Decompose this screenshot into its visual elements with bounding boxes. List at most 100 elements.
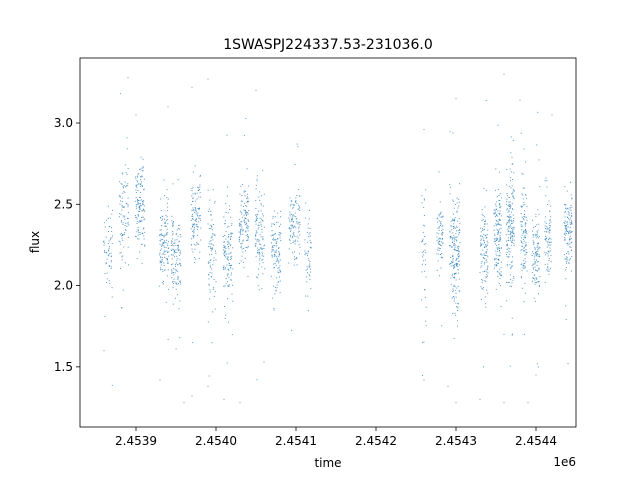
data-point xyxy=(177,276,179,278)
data-point xyxy=(138,207,140,209)
data-point xyxy=(436,239,438,241)
data-point xyxy=(437,221,439,223)
data-point xyxy=(137,227,139,229)
data-point xyxy=(458,246,460,248)
data-point xyxy=(507,211,509,213)
data-point xyxy=(270,275,272,277)
data-point xyxy=(140,183,142,185)
data-point xyxy=(521,245,523,247)
data-point xyxy=(141,216,143,218)
data-point xyxy=(261,247,263,249)
data-point xyxy=(240,185,242,187)
data-point xyxy=(479,398,481,400)
data-point xyxy=(522,250,524,252)
data-point xyxy=(191,188,193,190)
data-point xyxy=(423,215,425,217)
data-point xyxy=(499,210,501,212)
data-point xyxy=(277,221,279,223)
data-point xyxy=(520,205,522,207)
data-point xyxy=(229,265,231,267)
data-point xyxy=(523,259,525,261)
data-point xyxy=(534,274,536,276)
data-point xyxy=(243,248,245,249)
data-point xyxy=(244,217,246,219)
data-point xyxy=(564,238,566,240)
data-point xyxy=(106,252,108,254)
data-point xyxy=(498,213,500,215)
data-point xyxy=(568,218,570,220)
data-point xyxy=(506,265,508,267)
data-point xyxy=(455,272,457,274)
data-point xyxy=(486,261,488,263)
data-point xyxy=(290,203,292,205)
data-point xyxy=(487,266,489,268)
data-point xyxy=(513,217,515,219)
data-point xyxy=(177,245,179,246)
data-point xyxy=(208,284,210,286)
data-point xyxy=(225,212,227,214)
data-point xyxy=(263,361,265,363)
data-point xyxy=(295,201,297,203)
data-point xyxy=(459,290,461,292)
data-point xyxy=(453,267,455,269)
data-point xyxy=(423,129,425,131)
data-point xyxy=(455,290,457,291)
data-point xyxy=(506,248,508,250)
data-point xyxy=(532,230,533,232)
data-point xyxy=(483,246,485,248)
data-point xyxy=(195,209,197,211)
data-point xyxy=(240,247,242,249)
data-point xyxy=(191,190,193,192)
data-point xyxy=(224,317,226,319)
data-point xyxy=(293,204,295,206)
data-point xyxy=(512,230,514,232)
data-point xyxy=(172,272,174,274)
data-point xyxy=(214,235,216,237)
data-point xyxy=(424,270,426,272)
data-point xyxy=(290,243,292,245)
data-point xyxy=(166,202,168,204)
data-point xyxy=(167,269,169,271)
data-point xyxy=(127,197,129,199)
data-point xyxy=(456,258,458,260)
data-point xyxy=(178,240,180,242)
data-point xyxy=(509,219,511,221)
data-point xyxy=(498,231,500,233)
data-point xyxy=(209,241,211,243)
data-point xyxy=(177,246,179,248)
data-point xyxy=(207,223,209,225)
data-point xyxy=(458,205,460,207)
data-point xyxy=(137,213,139,215)
data-point xyxy=(226,241,228,243)
data-point xyxy=(240,231,242,233)
data-point xyxy=(143,219,145,221)
data-point xyxy=(449,256,451,258)
data-point xyxy=(510,222,512,224)
data-point xyxy=(140,156,142,158)
data-point xyxy=(211,235,213,237)
data-point xyxy=(277,212,279,214)
data-point xyxy=(421,375,423,377)
data-point xyxy=(295,201,297,203)
data-point xyxy=(159,262,161,264)
data-point xyxy=(449,245,451,247)
data-point xyxy=(174,297,176,299)
data-point xyxy=(175,233,177,235)
data-point xyxy=(534,282,536,283)
data-point xyxy=(497,270,499,272)
data-point xyxy=(256,220,258,222)
data-point xyxy=(244,211,246,213)
data-point xyxy=(439,248,441,250)
data-point xyxy=(569,243,571,245)
data-point xyxy=(223,252,225,254)
data-point xyxy=(194,206,196,208)
data-point xyxy=(242,251,244,253)
data-point xyxy=(159,229,161,231)
data-point xyxy=(482,215,484,217)
data-point xyxy=(230,264,232,266)
data-point xyxy=(533,297,535,299)
data-point xyxy=(109,282,111,284)
data-point xyxy=(498,194,500,196)
data-point xyxy=(139,169,141,171)
data-point xyxy=(421,263,423,265)
